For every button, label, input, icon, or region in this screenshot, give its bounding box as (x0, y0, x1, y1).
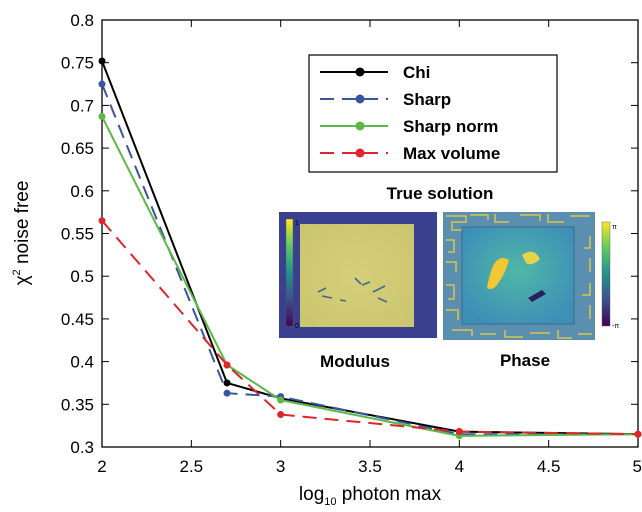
y-tick-label: 0.4 (70, 353, 94, 372)
y-tick-label: 0.5 (70, 267, 94, 286)
legend-swatch-marker (355, 121, 365, 131)
x-tick-label: 4 (455, 457, 464, 476)
modulus-colorbar (285, 218, 294, 327)
y-axis-label: χ2 noise free (11, 181, 33, 286)
y-tick-label: 0.75 (61, 54, 94, 73)
y-tick-label: 0.35 (61, 395, 94, 414)
data-point (98, 113, 106, 121)
legend-swatch-marker (355, 148, 365, 158)
x-tick-label: 3.5 (358, 457, 382, 476)
data-point (98, 80, 106, 88)
y-tick-label: 0.6 (70, 182, 94, 201)
data-point (98, 217, 106, 225)
legend-label: Sharp (403, 90, 451, 109)
phase-vortex-3 (528, 290, 546, 302)
series-max-volume (98, 217, 642, 438)
data-point (223, 389, 231, 397)
y-tick-label: 0.3 (70, 438, 94, 457)
x-tick-label: 2 (97, 457, 106, 476)
y-tick-label: 0.55 (61, 225, 94, 244)
legend-swatch-marker (355, 67, 365, 77)
data-point (455, 428, 463, 436)
x-tick-label: 5 (633, 457, 642, 476)
inset: True solution 1 0 Modulus π -π Phase (279, 184, 619, 371)
x-axis-label: log10 photon max (299, 484, 442, 508)
series-layer (98, 57, 642, 440)
phase-panel: π -π Phase (443, 212, 619, 370)
x-tick-label: 2.5 (180, 457, 204, 476)
data-point (634, 430, 642, 438)
inset-title: True solution (387, 184, 494, 203)
phase-colorbar (601, 221, 611, 327)
legend-entry: Chi (320, 63, 430, 82)
x-axis: 2 2.5 3 3.5 4 4.5 5 (97, 20, 642, 476)
y-tick-label: 0.45 (61, 310, 94, 329)
phase-colorbar-min: -π (612, 323, 619, 330)
phase-vortex-1 (487, 258, 509, 290)
modulus-image (300, 224, 414, 327)
y-tick-label: 0.8 (70, 11, 94, 30)
y-axis: 0.3 0.35 0.4 0.45 0.5 0.55 0.6 0.65 0.7 0.75 0.8 (61, 11, 638, 457)
data-point (98, 57, 106, 65)
legend-entry: Max volume (320, 144, 500, 163)
phase-colorbar-max: π (612, 224, 617, 231)
legend-label: Sharp norm (403, 117, 498, 136)
legend-entry: Sharp (320, 90, 451, 109)
y-tick-label: 0.7 (70, 96, 94, 115)
legend-label: Max volume (403, 144, 500, 163)
phase-vortex-2 (522, 251, 540, 265)
y-tick-label: 0.65 (61, 139, 94, 158)
data-point (277, 411, 285, 419)
phase-image (461, 226, 575, 325)
modulus-colorbar-max: 1 (295, 220, 299, 227)
data-point (277, 396, 285, 404)
legend: Chi Sharp Sharp norm Max volume (308, 54, 558, 173)
x-tick-label: 3 (276, 457, 285, 476)
legend-swatch-marker (355, 94, 365, 104)
modulus-speckle (317, 277, 388, 303)
phase-label: Phase (500, 351, 550, 370)
modulus-panel: 1 0 Modulus (279, 212, 437, 371)
x-tick-label: 4.5 (537, 457, 561, 476)
phase-border-pattern (446, 214, 592, 339)
legend-label: Chi (403, 63, 430, 82)
modulus-colorbar-min: 0 (295, 323, 299, 330)
data-point (223, 361, 231, 369)
data-point (223, 379, 231, 387)
legend-entry: Sharp norm (320, 117, 498, 136)
modulus-label: Modulus (320, 352, 390, 371)
